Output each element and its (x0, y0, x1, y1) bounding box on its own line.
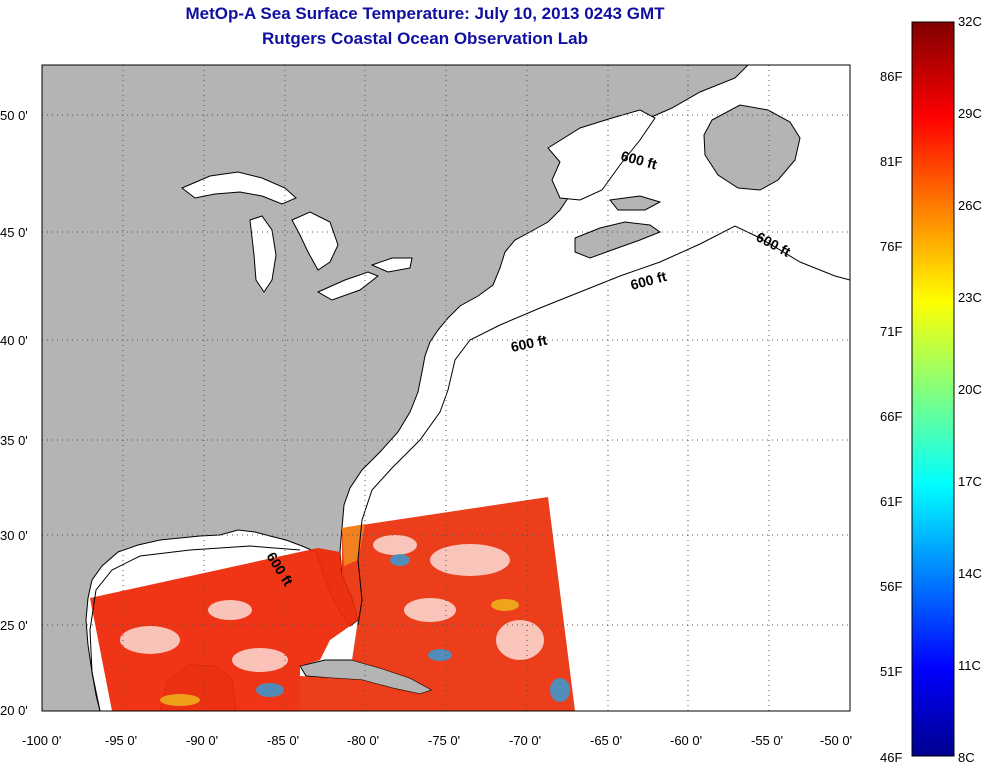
colorbar-c-label: 14C (958, 566, 982, 581)
colorbar-f-label: 81F (880, 154, 903, 169)
title-line-2: Rutgers Coastal Ocean Observation Lab (262, 29, 588, 48)
land-nova-scotia (574, 221, 662, 259)
title-line-1: MetOp-A Sea Surface Temperature: July 10… (185, 4, 665, 23)
colorbar-f-label: 61F (880, 494, 903, 509)
lake-erie (316, 271, 379, 301)
colorbar-f-label: 71F (880, 324, 903, 339)
colorbar-f-label: 51F (880, 664, 903, 679)
lake-michigan (249, 215, 277, 293)
gulf-st-lawrence (547, 109, 656, 201)
lon-label: -55 0' (751, 733, 784, 748)
colorbar (911, 21, 955, 757)
lat-label: 30 0' (0, 528, 28, 543)
colorbar-c-label: 32C (958, 14, 982, 29)
lon-label: -60 0' (670, 733, 703, 748)
colorbar-c-label: 8C (958, 750, 975, 765)
colorbar-c-label: 23C (958, 290, 982, 305)
lat-label: 45 0' (0, 225, 28, 240)
land-newfoundland (703, 104, 801, 191)
lon-label: -90 0' (186, 733, 219, 748)
colorbar-f-label: 66F (880, 409, 903, 424)
map-frame (41, 64, 851, 712)
colorbar-f-label: 76F (880, 239, 903, 254)
lon-label: -80 0' (347, 733, 380, 748)
lon-label: -100 0' (22, 733, 62, 748)
lon-label: -95 0' (105, 733, 138, 748)
land-north-america (42, 65, 749, 711)
lon-label: -50 0' (820, 733, 853, 748)
lake-huron (291, 211, 339, 271)
lat-label: 25 0' (0, 618, 28, 633)
colorbar-c-label: 29C (958, 106, 982, 121)
colorbar-f-label: 86F (880, 69, 903, 84)
lat-label: 50 0' (0, 108, 28, 123)
lon-label: -75 0' (428, 733, 461, 748)
contour-label: 600 ft (509, 332, 548, 355)
colorbar-c-label: 20C (958, 382, 982, 397)
colorbar-f-label: 56F (880, 579, 903, 594)
lake-superior (181, 171, 297, 205)
lon-label: -70 0' (509, 733, 542, 748)
land-anticosti (609, 195, 662, 211)
lat-label: 20 0' (0, 703, 28, 718)
lat-label: 40 0' (0, 333, 28, 348)
colorbar-f-label: 46F (880, 750, 903, 765)
lon-label: -85 0' (267, 733, 300, 748)
colorbar-c-label: 26C (958, 198, 982, 213)
lake-ontario (370, 257, 413, 273)
lon-label: -65 0' (590, 733, 623, 748)
colorbar-c-label: 11C (958, 658, 981, 673)
lat-label: 35 0' (0, 433, 28, 448)
colorbar-c-label: 17C (958, 474, 982, 489)
